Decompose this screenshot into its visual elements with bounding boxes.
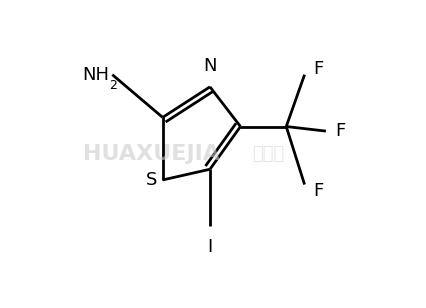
Text: I: I [207,238,213,256]
Text: N: N [203,57,217,75]
Text: 化学加: 化学加 [252,145,284,163]
Text: 2: 2 [109,79,118,92]
Text: F: F [314,182,324,200]
Text: HUAXUEJIA: HUAXUEJIA [83,144,221,164]
Text: S: S [146,171,158,189]
Text: F: F [314,59,324,78]
Text: NH: NH [82,66,109,84]
Text: F: F [335,122,345,140]
